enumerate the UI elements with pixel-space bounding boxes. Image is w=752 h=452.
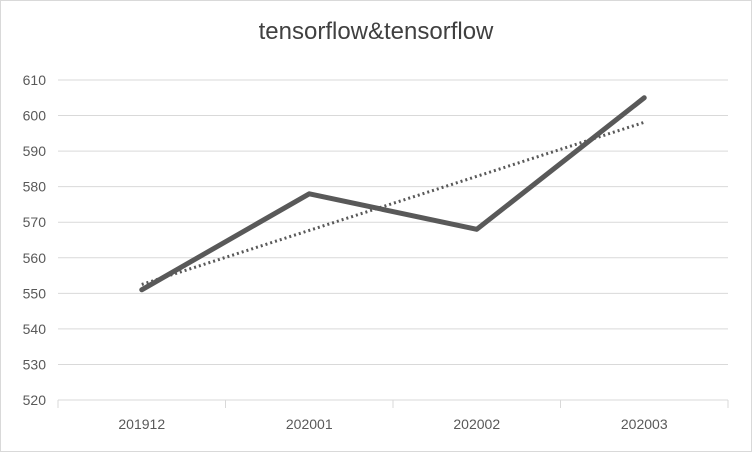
y-tick-label: 560 xyxy=(23,250,47,266)
x-tick-label: 202003 xyxy=(621,416,668,432)
x-axis-ticks: 201912 202001 202002 202003 xyxy=(118,416,667,432)
x-tick-label: 202001 xyxy=(286,416,333,432)
x-tick-label: 202002 xyxy=(453,416,500,432)
series-line xyxy=(139,95,647,293)
trendline-group xyxy=(141,120,645,286)
y-tick-label: 580 xyxy=(23,179,47,195)
trendline xyxy=(141,120,645,286)
x-tick-label: 201912 xyxy=(118,416,165,432)
y-tick-label: 520 xyxy=(23,392,47,408)
y-tick-label: 540 xyxy=(23,321,47,337)
series-group xyxy=(139,95,647,293)
y-tick-label: 610 xyxy=(23,72,47,88)
y-axis-ticks: 520 530 540 550 560 570 580 590 600 610 xyxy=(23,72,47,408)
x-axis xyxy=(57,399,729,408)
gridlines xyxy=(58,79,728,365)
y-tick-label: 550 xyxy=(23,285,47,301)
y-tick-label: 600 xyxy=(23,108,47,124)
y-tick-label: 590 xyxy=(23,143,47,159)
y-tick-label: 570 xyxy=(23,214,47,230)
chart-title: tensorflow&tensorflow xyxy=(258,18,494,45)
y-tick-label: 530 xyxy=(23,356,47,372)
